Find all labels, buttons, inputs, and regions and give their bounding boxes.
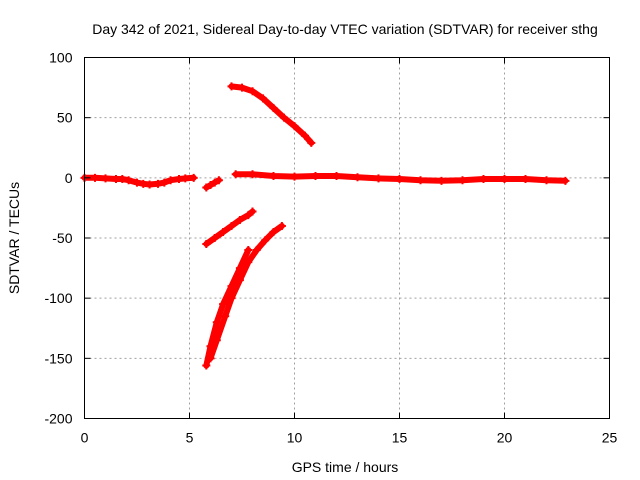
data-point xyxy=(235,276,244,285)
data-point xyxy=(479,175,488,184)
data-point xyxy=(133,178,141,187)
series-arc-2 xyxy=(202,176,223,192)
x-tick-label: 25 xyxy=(602,430,618,446)
data-point xyxy=(290,172,299,181)
grid xyxy=(84,57,610,419)
data-point xyxy=(101,174,110,183)
data-point xyxy=(561,176,570,185)
data-point xyxy=(261,236,270,245)
x-tick-label: 5 xyxy=(186,430,194,446)
data-point xyxy=(395,175,404,184)
data-point xyxy=(437,176,446,185)
series-arc-3 xyxy=(231,170,570,185)
data-point xyxy=(154,179,162,188)
data-point xyxy=(227,82,236,91)
y-tick-label: -150 xyxy=(44,350,72,366)
data-point xyxy=(124,176,133,185)
data-point xyxy=(145,180,154,189)
data-point xyxy=(210,178,219,187)
y-tick-label: -200 xyxy=(44,411,72,427)
data-point xyxy=(416,176,425,185)
data-point xyxy=(227,294,236,303)
data-point xyxy=(248,87,257,96)
series-trace xyxy=(228,83,315,146)
x-tick-label: 20 xyxy=(497,430,513,446)
data-point xyxy=(202,240,211,249)
data-point xyxy=(206,181,215,190)
data-point xyxy=(238,83,246,92)
data-point xyxy=(259,94,267,103)
data-point xyxy=(374,174,383,183)
data-point xyxy=(244,258,253,267)
data-point xyxy=(206,354,215,363)
series-trace xyxy=(207,223,285,362)
data-point xyxy=(231,170,240,179)
data-point xyxy=(521,175,530,184)
data-point xyxy=(280,113,288,122)
data-point xyxy=(202,183,211,192)
data-point xyxy=(244,211,253,220)
series-arc-5 xyxy=(202,207,257,249)
x-tick-label: 0 xyxy=(81,430,89,446)
data-point xyxy=(248,207,257,216)
data-point xyxy=(91,173,99,182)
data-point xyxy=(248,170,257,179)
data-point xyxy=(244,246,253,255)
data-point xyxy=(353,173,362,182)
series-arc-6 xyxy=(202,246,253,370)
data-point xyxy=(542,176,551,185)
series-arc-7 xyxy=(206,221,286,363)
data-point xyxy=(210,234,219,242)
data-point xyxy=(458,176,467,185)
series-trace xyxy=(203,208,256,247)
data-point xyxy=(332,172,341,181)
data-point xyxy=(189,173,198,182)
data-point xyxy=(181,174,190,183)
data-point xyxy=(219,300,228,309)
plot-frame xyxy=(84,57,610,419)
data-point xyxy=(307,138,316,147)
data-point xyxy=(214,176,223,185)
series-arc-4 xyxy=(227,82,316,147)
data-series xyxy=(80,82,570,370)
y-tick-label: -50 xyxy=(52,230,72,246)
chart-title: Day 342 of 2021, Sidereal Day-to-day VTE… xyxy=(92,21,598,37)
data-point xyxy=(277,221,286,230)
x-tick-label: 15 xyxy=(392,430,408,446)
data-point xyxy=(500,175,509,184)
data-point xyxy=(166,176,175,185)
x-tick-label: 10 xyxy=(287,430,303,446)
data-point xyxy=(269,104,278,113)
data-point xyxy=(252,246,261,255)
data-point xyxy=(219,227,228,236)
data-point xyxy=(212,336,221,345)
axis-ticks: 0 5 10 15 20 25 -200 -150 -100 -50 0 50 100 xyxy=(44,50,617,446)
data-point xyxy=(221,312,230,321)
data-point xyxy=(269,227,278,236)
y-tick-label: 0 xyxy=(65,170,73,186)
data-point xyxy=(235,215,244,224)
data-point xyxy=(212,318,221,327)
data-point xyxy=(227,221,236,230)
data-point xyxy=(301,131,309,140)
x-axis-label: GPS time / hours xyxy=(292,459,399,475)
series-arc-1 xyxy=(80,173,198,189)
data-point xyxy=(290,122,299,131)
y-axis-label: SDTVAR / TECUs xyxy=(6,182,22,294)
data-point xyxy=(311,172,320,181)
y-tick-label: -100 xyxy=(44,290,72,306)
data-point xyxy=(118,175,127,184)
y-tick-label: 100 xyxy=(49,50,73,66)
series-trace xyxy=(203,177,222,191)
data-point xyxy=(202,361,211,370)
data-point xyxy=(160,178,169,187)
y-tick-label: 50 xyxy=(57,110,73,126)
data-point xyxy=(269,172,278,181)
